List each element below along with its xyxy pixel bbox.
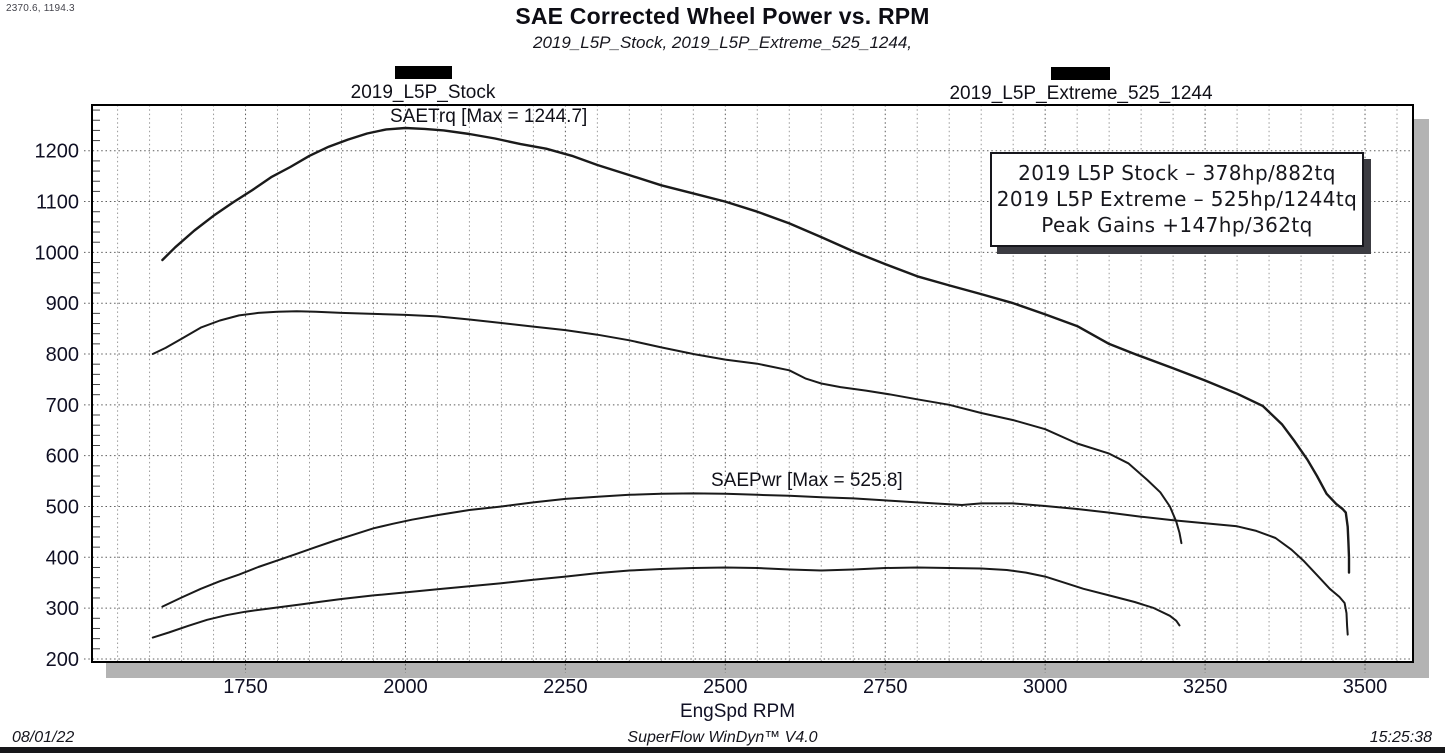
y-tick-label: 800 [46, 344, 79, 366]
x-tick-label: 2250 [543, 676, 588, 698]
stock-peak-line: 2019 L5P Stock – 378hp/882tq [1018, 161, 1336, 185]
status-footer: 08/01/22 SuperFlow WinDyn™ V4.0 15:25:38 [0, 729, 1445, 748]
x-tick-label: 1750 [223, 676, 268, 698]
x-tick-label: 2500 [703, 676, 748, 698]
chart-title: SAE Corrected Wheel Power vs. RPM [515, 3, 930, 29]
legend-swatch-bar [1051, 67, 1110, 80]
power-max-annotation: SAEPwr [Max = 525.8] [711, 470, 903, 491]
dyno-curves [151, 126, 1351, 639]
y-tick-label: 300 [46, 598, 79, 620]
footer-app-name: SuperFlow WinDyn™ V4.0 [627, 729, 818, 746]
legend-swatch-bar [395, 66, 452, 79]
y-minor-ticks [93, 109, 100, 650]
peak-gains-line: Peak Gains +147hp/362tq [1041, 213, 1313, 237]
x-tick-label: 2750 [863, 676, 908, 698]
y-tick-label: 500 [46, 496, 79, 518]
x-tick-label: 3250 [1183, 676, 1228, 698]
x-tick-label: 3500 [1343, 676, 1388, 698]
y-tick-label: 400 [46, 547, 79, 569]
legend-label: 2019_L5P_Stock [350, 82, 496, 103]
curve-saepwr-2019-l5p-stock [151, 566, 1181, 639]
chart-subtitle: 2019_L5P_Stock, 2019_L5P_Extreme_525_124… [532, 33, 913, 52]
curve-saepwr-2019-l5p-extreme-525-1244 [161, 492, 1349, 636]
y-tick-label: 200 [46, 649, 79, 671]
x-tick-label: 3000 [1023, 676, 1068, 698]
y-tick-label: 600 [46, 446, 79, 468]
plot-border [91, 104, 1414, 663]
x-tick-label: 2000 [383, 676, 428, 698]
x-axis-title: EngSpd RPM [679, 701, 796, 722]
window-bottom-edge [0, 747, 1445, 753]
axis-tick-labels: 200 300 400 500 600 700 800 900 1000 1100 1200 1750… [35, 141, 1388, 698]
peak-results-box: 2019 L5P Stock – 378hp/882tq 2019 L5P Ex… [990, 152, 1364, 247]
extreme-peak-line: 2019 L5P Extreme – 525hp/1244tq [996, 187, 1358, 211]
y-tick-label: 1000 [35, 242, 80, 264]
curve-saetrq-2019-l5p-extreme-525-1244 [161, 126, 1351, 574]
y-tick-label: 900 [46, 293, 79, 315]
curve-saetrq-2019-l5p-stock [151, 310, 1183, 545]
y-tick-label: 1100 [36, 192, 79, 214]
footer-time: 15:25:38 [1369, 729, 1432, 746]
y-tick-label: 700 [46, 395, 79, 417]
legend-label: 2019_L5P_Extreme_525_1244 [949, 83, 1213, 104]
y-tick-label: 1200 [35, 141, 80, 163]
cursor-coordinates-readout: 2370.6, 1194.3 [6, 3, 75, 14]
torque-max-annotation: SAETrq [Max = 1244.7] [390, 106, 588, 127]
footer-date: 08/01/22 [12, 729, 75, 746]
